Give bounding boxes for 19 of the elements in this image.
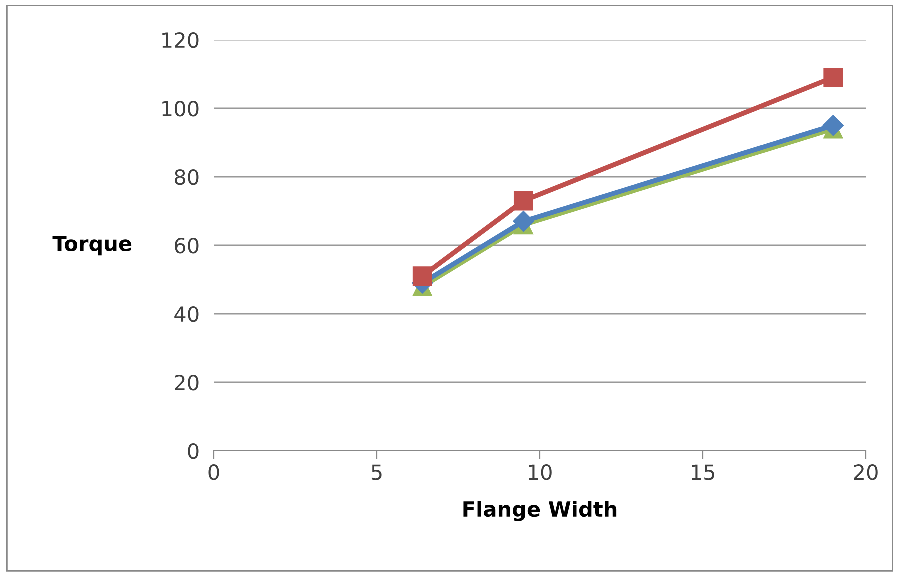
x-axis-title: Flange Width	[464, 501, 617, 522]
y-tick-label: 20	[175, 374, 199, 391]
point	[514, 191, 534, 211]
y-tick-label: 80	[175, 169, 199, 186]
point	[412, 266, 432, 286]
y-tick-label: 100	[162, 100, 199, 117]
x-tick-label: 0	[208, 464, 220, 480]
x-tick-label: 5	[372, 464, 382, 480]
x-tick-label: 20	[854, 464, 878, 480]
x-tick-label: 10	[529, 464, 552, 480]
y-tick-label: 40	[174, 306, 199, 322]
point	[824, 68, 844, 88]
x-tick-label: 15	[692, 464, 714, 480]
y-axis-title: Torque	[52, 236, 132, 256]
y-tick-label: 120	[162, 32, 199, 48]
point	[513, 211, 534, 232]
y-tick-label: 0	[188, 443, 199, 460]
y-tick-label: 60	[175, 238, 199, 254]
point	[822, 115, 844, 136]
